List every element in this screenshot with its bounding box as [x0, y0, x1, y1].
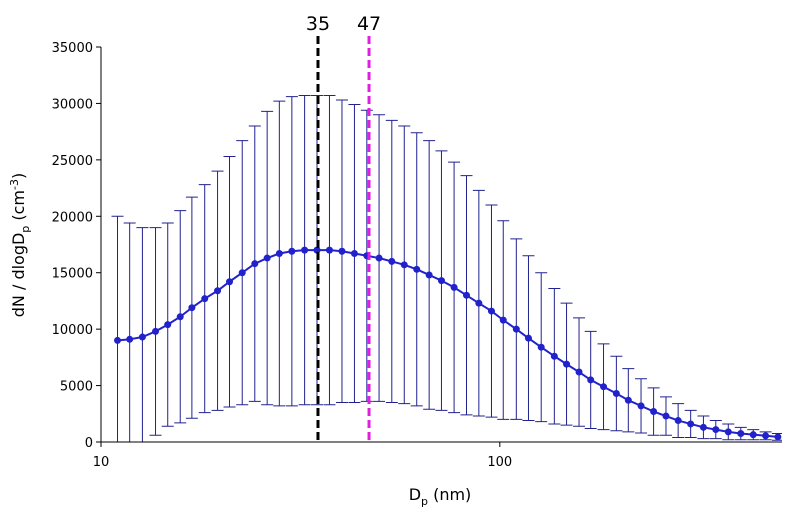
data-point	[325, 246, 333, 254]
y-tick-label: 15000	[52, 267, 93, 282]
data-point	[251, 260, 259, 268]
data-point	[164, 321, 172, 329]
data-point	[413, 265, 421, 273]
data-point	[375, 254, 383, 262]
y-tick-label: 25000	[52, 154, 93, 169]
y-tick-label: 30000	[52, 97, 93, 112]
data-point	[152, 327, 160, 335]
data-point	[288, 247, 296, 255]
data-point	[499, 316, 507, 324]
data-point	[537, 343, 545, 351]
data-point	[437, 277, 445, 285]
y-tick-label: 5000	[60, 380, 93, 395]
data-point	[238, 269, 246, 277]
data-point	[313, 246, 321, 254]
data-point	[774, 433, 782, 441]
data-point	[612, 389, 620, 397]
plot-area	[111, 95, 782, 442]
y-tick-label: 35000	[52, 41, 93, 56]
data-point	[226, 278, 234, 286]
data-point	[575, 368, 583, 376]
data-point	[587, 376, 595, 384]
data-point	[138, 333, 146, 341]
data-point	[201, 295, 209, 303]
data-point	[462, 291, 470, 299]
data-point	[350, 250, 358, 258]
x-tick-label: 100	[487, 455, 512, 470]
y-tick-label: 20000	[52, 210, 93, 225]
data-point	[687, 420, 695, 428]
data-point	[275, 250, 283, 258]
x-tick-label: 10	[93, 455, 110, 470]
data-point	[624, 396, 632, 404]
data-point	[114, 336, 122, 344]
series-line	[117, 249, 778, 438]
data-point	[400, 261, 408, 269]
data-point	[637, 402, 645, 410]
data-point	[450, 283, 458, 291]
data-point	[550, 352, 558, 360]
y-tick-label: 0	[85, 436, 93, 451]
y-tick-label: 10000	[52, 323, 93, 338]
data-point	[425, 271, 433, 279]
data-point	[749, 431, 757, 439]
data-point	[600, 383, 608, 391]
data-point	[475, 299, 483, 307]
data-point	[338, 247, 346, 255]
data-point	[214, 287, 222, 295]
y-axis-label: dN / dlogDp (cm-3)	[8, 173, 32, 317]
data-point	[388, 257, 396, 265]
reference-label: 47	[357, 13, 381, 35]
data-point	[724, 428, 732, 436]
data-point	[176, 313, 184, 321]
data-point	[524, 334, 532, 342]
reference-label: 35	[306, 13, 330, 35]
data-point	[650, 408, 658, 416]
data-point	[188, 304, 196, 312]
data-point	[712, 426, 720, 434]
data-point	[487, 307, 495, 315]
data-point	[512, 325, 520, 333]
data-point	[699, 423, 707, 431]
data-point	[762, 432, 770, 440]
data-point	[662, 412, 670, 420]
data-point	[563, 360, 571, 368]
data-point	[126, 335, 134, 343]
data-point	[737, 430, 745, 438]
data-point	[301, 246, 309, 254]
data-point	[263, 254, 271, 262]
data-point	[674, 417, 682, 425]
x-axis-label: Dp (nm)	[409, 485, 472, 508]
